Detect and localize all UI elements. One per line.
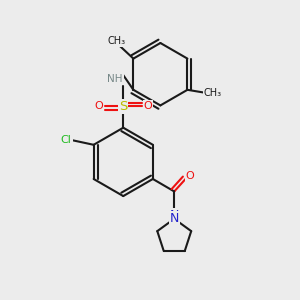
Text: S: S [119, 100, 128, 113]
Text: O: O [186, 171, 194, 181]
Text: O: O [94, 101, 103, 111]
Text: CH₃: CH₃ [108, 36, 126, 46]
Text: N: N [169, 212, 179, 225]
Text: N: N [169, 209, 179, 222]
Text: NH: NH [107, 74, 123, 84]
Text: Cl: Cl [61, 135, 72, 145]
Text: CH₃: CH₃ [204, 88, 222, 98]
Text: O: O [144, 101, 153, 111]
